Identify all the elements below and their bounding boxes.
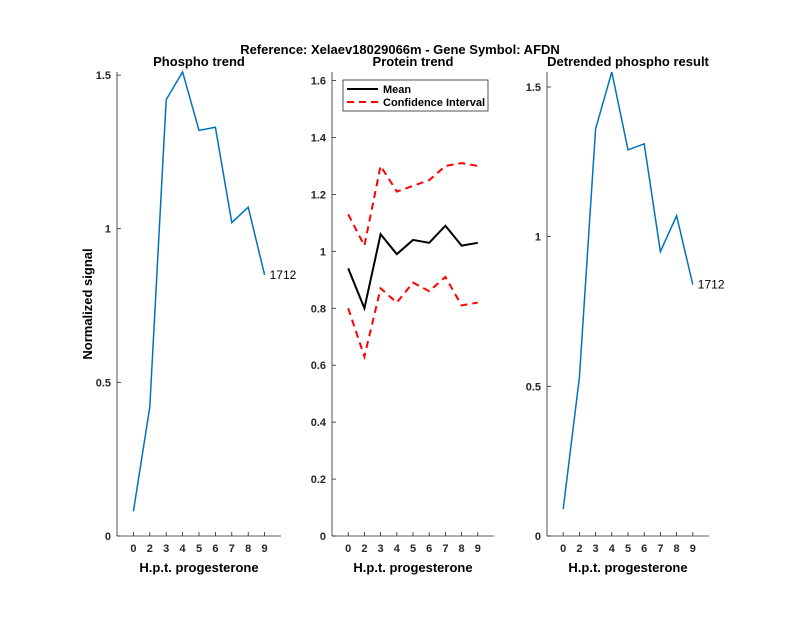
subplot-title: Detrended phospho result <box>547 54 709 69</box>
x-tick-label: 7 <box>657 543 663 555</box>
x-tick-label: 6 <box>426 543 432 555</box>
x-tick-label: 0 <box>345 543 351 555</box>
x-axis-label: H.p.t. progesterone <box>353 560 472 575</box>
x-tick-label: 9 <box>690 543 696 555</box>
y-tick-label: 0.5 <box>96 377 111 389</box>
mean-line <box>347 224 478 312</box>
x-tick-label: 8 <box>245 543 251 555</box>
y-tick-label: 0 <box>320 531 326 543</box>
x-tick-label: 9 <box>475 543 481 555</box>
x-tick-label: 4 <box>609 543 616 555</box>
y-tick-label: 1 <box>320 246 326 258</box>
y-tick-label: 1.6 <box>311 76 326 88</box>
x-tick-label: 6 <box>641 543 647 555</box>
panel-2: 0 2 3 4 5 6 7 8 900.20.40.60.811.21.41.6Protein … <box>311 54 494 575</box>
x-axis-label: H.p.t. progesterone <box>568 560 687 575</box>
x-tick-label: 4 <box>180 543 187 555</box>
y-tick-label: 0.5 <box>526 381 541 393</box>
x-tick-label: 3 <box>593 543 599 555</box>
legend-box <box>342 79 489 112</box>
detrended-line <box>562 71 694 510</box>
x-tick-label: 5 <box>410 543 416 555</box>
x-axis-label: H.p.t. progesterone <box>139 560 258 575</box>
x-tick-label: 7 <box>229 543 235 555</box>
y-tick-label: 1 <box>105 224 111 236</box>
legend-mean-label: Mean <box>383 84 411 96</box>
y-tick-label: 1.5 <box>96 70 111 82</box>
x-tick-label: 0 <box>560 543 566 555</box>
x-tick-label: 8 <box>459 543 465 555</box>
y-tick-label: 1.5 <box>526 82 541 94</box>
ci-upper-line <box>347 162 478 249</box>
y-tick-label: 0.8 <box>311 303 326 315</box>
y-tick-label: 1.2 <box>311 189 326 201</box>
subplot-title: Phospho trend <box>153 54 245 69</box>
y-tick-label: 0.2 <box>311 474 326 486</box>
x-tick-label: 2 <box>576 543 582 555</box>
x-tick-label: 6 <box>212 543 218 555</box>
line-annotation: 1712 <box>698 278 725 292</box>
line-annotation: 1712 <box>270 268 297 282</box>
x-tick-label: 2 <box>361 543 367 555</box>
x-tick-label: 8 <box>674 543 680 555</box>
x-tick-label: 0 <box>130 543 136 555</box>
figure-title: Reference: Xelaev18029066m - Gene Symbol… <box>240 42 560 57</box>
y-tick-label: 0 <box>105 531 111 543</box>
y-axis-label: Normalized signal <box>80 248 95 359</box>
x-tick-label: 4 <box>394 543 401 555</box>
x-tick-label: 7 <box>442 543 448 555</box>
subplot-title: Protein trend <box>373 54 454 69</box>
x-tick-label: 9 <box>262 543 268 555</box>
legend-ci-label: Confidence Interval <box>383 97 485 109</box>
x-tick-label: 5 <box>625 543 631 555</box>
ci-lower-line <box>347 275 478 361</box>
x-tick-label: 5 <box>196 543 202 555</box>
x-tick-label: 3 <box>163 543 169 555</box>
y-tick-label: 1 <box>535 232 541 244</box>
x-tick-label: 2 <box>147 543 153 555</box>
phospho-line <box>132 70 266 512</box>
y-tick-label: 0 <box>535 531 541 543</box>
x-tick-label: 3 <box>378 543 384 555</box>
y-tick-label: 0.4 <box>311 417 327 429</box>
y-tick-label: 1.4 <box>311 132 327 144</box>
y-tick-label: 0.6 <box>311 360 326 372</box>
